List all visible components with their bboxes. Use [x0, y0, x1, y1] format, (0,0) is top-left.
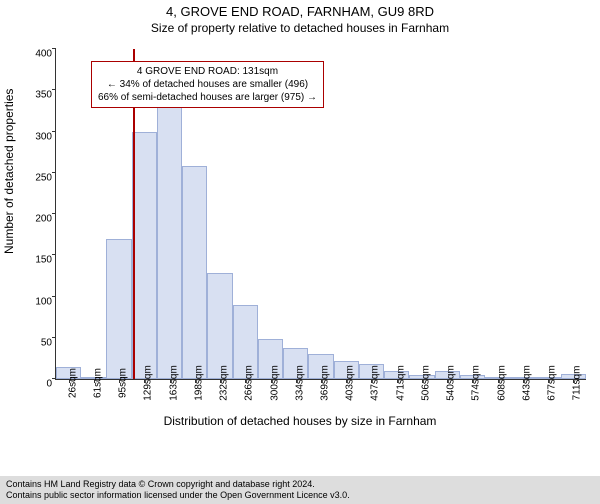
y-tick-label: 350 [35, 90, 56, 101]
x-axis-label: Distribution of detached houses by size … [0, 414, 600, 428]
x-tick-label: 95sqm [118, 368, 129, 398]
x-tick-mark [144, 379, 145, 383]
x-tick-mark [220, 379, 221, 383]
x-tick-mark [397, 379, 398, 383]
y-tick-mark [52, 89, 56, 90]
x-tick-label: 506sqm [420, 365, 431, 401]
x-tick-label: 334sqm [294, 365, 305, 401]
x-tick-label: 711sqm [572, 366, 583, 401]
x-tick-label: 574sqm [471, 365, 482, 401]
x-tick-mark [573, 379, 574, 383]
x-tick-label: 232sqm [219, 365, 230, 401]
x-tick-label: 369sqm [320, 365, 331, 401]
x-tick-label: 266sqm [244, 365, 255, 401]
footer-line-2: Contains public sector information licen… [6, 490, 594, 501]
page-subtitle: Size of property relative to detached ho… [0, 21, 600, 35]
x-tick-label: 129sqm [143, 365, 154, 401]
x-tick-mark [472, 379, 473, 383]
x-tick-label: 61sqm [92, 368, 103, 398]
info-line-1: 4 GROVE END ROAD: 131sqm [98, 65, 317, 78]
histogram-bar [182, 166, 207, 379]
y-tick-mark [52, 48, 56, 49]
histogram-bar [132, 132, 157, 380]
y-tick-label: 100 [35, 296, 56, 307]
y-tick-mark [52, 131, 56, 132]
x-tick-mark [170, 379, 171, 383]
property-info-box: 4 GROVE END ROAD: 131sqm← 34% of detache… [91, 61, 324, 108]
x-tick-mark [371, 379, 372, 383]
x-tick-label: 471sqm [395, 365, 406, 401]
y-tick-mark [52, 254, 56, 255]
x-tick-label: 163sqm [168, 365, 179, 401]
x-tick-label: 198sqm [193, 365, 204, 401]
x-tick-label: 437sqm [370, 365, 381, 401]
y-tick-label: 300 [35, 131, 56, 142]
y-tick-mark [52, 296, 56, 297]
x-tick-label: 26sqm [67, 368, 78, 398]
y-tick-label: 0 [46, 379, 56, 390]
x-tick-mark [523, 379, 524, 383]
x-tick-mark [94, 379, 95, 383]
info-line-3: 66% of semi-detached houses are larger (… [98, 91, 317, 104]
page-title: 4, GROVE END ROAD, FARNHAM, GU9 8RD [0, 4, 600, 19]
y-tick-label: 400 [35, 49, 56, 60]
x-tick-mark [69, 379, 70, 383]
x-tick-label: 608sqm [496, 365, 507, 401]
histogram-bar [157, 103, 182, 379]
x-tick-mark [296, 379, 297, 383]
y-tick-label: 200 [35, 214, 56, 225]
x-tick-mark [195, 379, 196, 383]
histogram-bar [207, 273, 232, 379]
x-tick-mark [271, 379, 272, 383]
y-tick-mark [52, 213, 56, 214]
x-tick-label: 300sqm [269, 365, 280, 401]
plot-area: 05010015020025030035040026sqm61sqm95sqm1… [55, 49, 586, 380]
x-tick-mark [321, 379, 322, 383]
y-tick-mark [52, 337, 56, 338]
footer-line-1: Contains HM Land Registry data © Crown c… [6, 479, 594, 490]
x-tick-mark [245, 379, 246, 383]
x-tick-mark [422, 379, 423, 383]
x-tick-label: 540sqm [446, 365, 457, 401]
chart-container: 4, GROVE END ROAD, FARNHAM, GU9 8RD Size… [0, 4, 600, 504]
x-tick-label: 677sqm [547, 365, 558, 401]
x-tick-label: 403sqm [345, 365, 356, 401]
y-tick-label: 150 [35, 255, 56, 266]
histogram-bar [106, 239, 131, 379]
y-tick-mark [52, 172, 56, 173]
chart-area: Number of detached properties 0501001502… [0, 44, 600, 464]
x-tick-mark [447, 379, 448, 383]
y-axis-label: Number of detached properties [2, 89, 16, 254]
x-tick-label: 643sqm [521, 365, 532, 401]
x-tick-mark [548, 379, 549, 383]
x-tick-mark [119, 379, 120, 383]
x-tick-mark [498, 379, 499, 383]
x-tick-mark [346, 379, 347, 383]
y-tick-label: 50 [41, 337, 56, 348]
y-tick-label: 250 [35, 172, 56, 183]
info-line-2: ← 34% of detached houses are smaller (49… [98, 78, 317, 91]
